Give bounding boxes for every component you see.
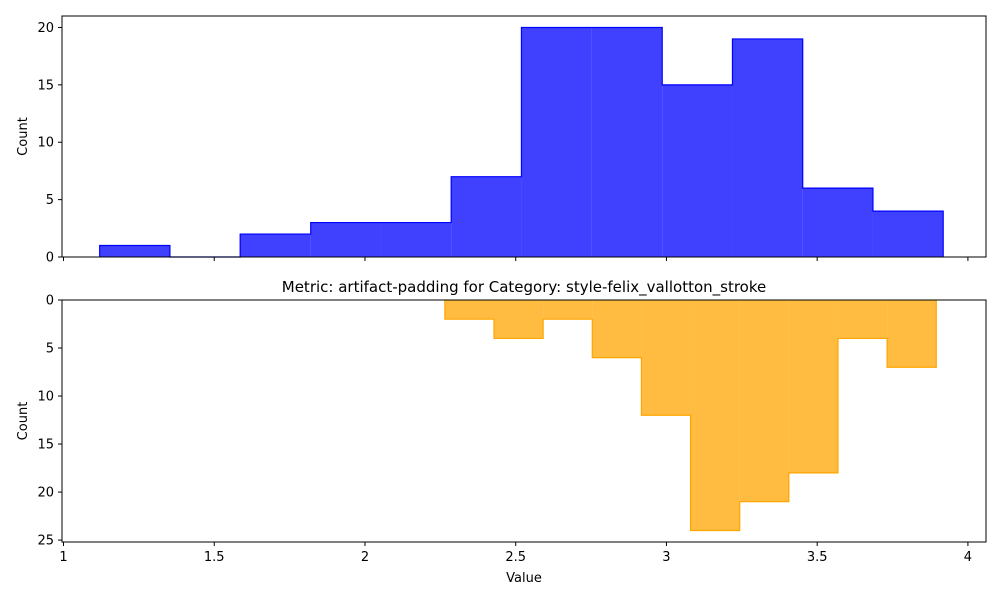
bottom-y-axis-label: Count [16, 402, 31, 441]
bottom-histogram-bar [788, 300, 838, 473]
bottom-histogram-bar [887, 300, 937, 368]
top-histogram-bar [521, 27, 592, 257]
top-x-ticks [63, 257, 969, 261]
bottom-histogram-bar [543, 300, 593, 320]
bottom-histogram-bar [690, 300, 740, 531]
bottom-histogram-bar [837, 300, 888, 339]
top-histogram-bar [591, 27, 663, 257]
bottom-x-tick-label: 3.5 [807, 550, 828, 565]
top-y-tick-label: 20 [37, 21, 54, 36]
bottom-y-tick-label: 20 [37, 486, 54, 501]
bottom-x-axis-label: Value [506, 571, 542, 586]
bottom-histogram-bar [739, 300, 789, 502]
bottom-histogram-outline [444, 300, 937, 532]
top-histogram-bar [872, 211, 944, 257]
bottom-histogram-bars [444, 300, 937, 532]
bottom-y-ticks: 0 5 10 15 20 25 [37, 294, 62, 549]
bottom-x-tick-label: 2.5 [505, 550, 526, 565]
bottom-y-tick-label: 5 [46, 342, 54, 357]
top-histogram-bar [662, 84, 733, 257]
top-y-axis-label: Count [16, 117, 31, 156]
bottom-x-tick-label: 3 [662, 550, 670, 565]
top-histogram-bar [380, 222, 452, 257]
bottom-x-tick-label: 4 [964, 550, 972, 565]
bottom-y-tick-label: 15 [37, 438, 54, 453]
top-y-tick-label: 5 [46, 193, 54, 208]
top-histogram-bars [99, 26, 944, 258]
bottom-plot-frame [61, 299, 987, 543]
bottom-y-tick-label: 0 [46, 294, 54, 309]
bottom-x-tick-label: 1 [59, 550, 67, 565]
top-histogram-bar [99, 245, 170, 257]
bottom-histogram-bar [592, 300, 642, 358]
top-y-tick-label: 10 [37, 136, 54, 151]
top-y-ticks: 0 5 10 15 20 [37, 21, 62, 266]
top-y-tick-label: 15 [37, 78, 54, 93]
bottom-histogram-bar [444, 300, 495, 320]
bottom-y-tick-label: 10 [37, 390, 54, 405]
top-histogram-panel: 0 5 10 15 20 Count [16, 15, 987, 266]
top-histogram-bar [732, 38, 803, 258]
top-histogram-bar [451, 176, 522, 257]
bottom-x-tick-label: 2 [361, 550, 369, 565]
bottom-x-ticks: 1 1.5 2 2.5 3 3.5 4 [59, 542, 972, 565]
bottom-x-tick-label: 1.5 [204, 550, 225, 565]
top-y-tick-label: 0 [46, 251, 54, 266]
bottom-y-tick-label: 25 [37, 534, 54, 549]
top-histogram-bar [802, 188, 873, 257]
top-histogram-bar [310, 222, 381, 257]
bottom-histogram-bar [641, 300, 691, 416]
bottom-histogram-panel: 1 1.5 2 2.5 3 3.5 4 0 5 10 15 20 25 Metric: artifac… [16, 278, 987, 586]
bottom-histogram-bar [494, 300, 544, 339]
top-plot-frame [61, 15, 987, 258]
top-histogram-bar [240, 234, 311, 257]
bottom-chart-title: Metric: artifact-padding for Category: s… [282, 278, 766, 297]
